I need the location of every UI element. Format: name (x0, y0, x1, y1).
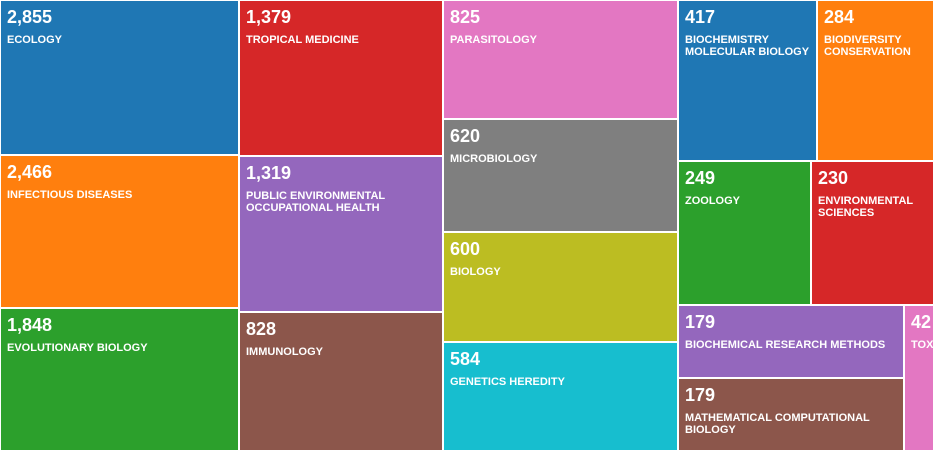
treemap-tile-microbiology[interactable]: 620 MICROBIOLOGY (443, 119, 678, 232)
tile-label: ENVIRONMENTAL SCIENCES (818, 195, 913, 219)
treemap-tile-infectious-diseases[interactable]: 2,466 INFECTIOUS DISEASES (0, 155, 239, 308)
treemap-tile-genetics-heredity[interactable]: 584 GENETICS HEREDITY (443, 342, 678, 450)
treemap-tile-tox[interactable]: 42 TOX (904, 305, 933, 450)
tile-value: 284 (824, 7, 855, 27)
tile-label: IMMUNOLOGY (246, 346, 323, 358)
treemap-tile-biodiversity-conservation[interactable]: 284 BIODIVERSITY CONSERVATION (817, 0, 933, 161)
treemap-tile-environmental-sciences[interactable]: 230 ENVIRONMENTAL SCIENCES (811, 161, 933, 305)
treemap-tile-biochemistry-molecular-biology[interactable]: 417 BIOCHEMISTRY MOLECULAR BIOLOGY (678, 0, 817, 161)
tile-value: 42 (911, 312, 932, 332)
tile-value: 600 (450, 239, 481, 259)
tile-label: ECOLOGY (7, 34, 63, 46)
tile-value: 825 (450, 7, 481, 27)
treemap-tile-immunology[interactable]: 828 IMMUNOLOGY (239, 312, 443, 450)
treemap-tile-parasitology[interactable]: 825 PARASITOLOGY (443, 0, 678, 119)
tile-label: EVOLUTIONARY BIOLOGY (7, 342, 148, 354)
tile-label: TROPICAL MEDICINE (246, 34, 359, 46)
treemap-tile-public-environmental-occupational-health[interactable]: 1,319 PUBLIC ENVIRONMENTAL OCCUPATIONAL H… (239, 156, 443, 312)
treemap-tile-evolutionary-biology[interactable]: 1,848 EVOLUTIONARY BIOLOGY (0, 308, 239, 450)
tile-label: GENETICS HEREDITY (450, 376, 565, 388)
tile-value: 179 (685, 385, 716, 405)
tile-value: 828 (246, 319, 277, 339)
tile-label: PUBLIC ENVIRONMENTAL OCCUPATIONAL HEALTH (246, 190, 385, 214)
treemap-tile-tropical-medicine[interactable]: 1,379 TROPICAL MEDICINE (239, 0, 443, 156)
tile-label: BIOCHEMISTRY MOLECULAR BIOLOGY (685, 34, 810, 58)
tile-label: MATHEMATICAL COMPUTATIONAL BIOLOGY (685, 412, 870, 436)
treemap-tile-mathematical-computational-biology[interactable]: 179 MATHEMATICAL COMPUTATIONAL BIOLOGY (678, 378, 904, 450)
treemap-tile-ecology[interactable]: 2,855 ECOLOGY (0, 0, 239, 155)
tile-value: 1,848 (7, 315, 53, 335)
tile-value: 417 (685, 7, 716, 27)
tile-label: BIODIVERSITY CONSERVATION (824, 34, 911, 58)
tile-label: BIOLOGY (450, 266, 501, 278)
tile-value: 230 (818, 168, 849, 188)
tile-label: MICROBIOLOGY (450, 153, 538, 165)
tile-value: 1,319 (246, 163, 292, 183)
treemap-tile-biology[interactable]: 600 BIOLOGY (443, 232, 678, 342)
tile-value: 584 (450, 349, 481, 369)
treemap-tile-zoology[interactable]: 249 ZOOLOGY (678, 161, 811, 305)
tile-value: 249 (685, 168, 716, 188)
tile-label: ZOOLOGY (685, 195, 740, 207)
tile-label: INFECTIOUS DISEASES (7, 189, 133, 201)
tile-value: 1,379 (246, 7, 292, 27)
tile-value: 620 (450, 126, 481, 146)
treemap-tile-biochemical-research-methods[interactable]: 179 BIOCHEMICAL RESEARCH METHODS (678, 305, 904, 378)
tile-value: 2,855 (7, 7, 53, 27)
tile-value: 179 (685, 312, 716, 332)
tile-label: BIOCHEMICAL RESEARCH METHODS (685, 339, 886, 351)
tile-label: PARASITOLOGY (450, 34, 537, 46)
tile-value: 2,466 (7, 162, 53, 182)
tile-label: TOX (911, 339, 933, 351)
